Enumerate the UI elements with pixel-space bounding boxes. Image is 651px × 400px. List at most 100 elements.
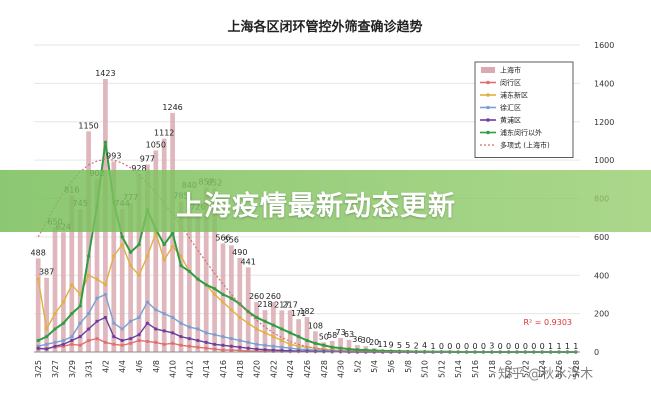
series-point [271,344,275,348]
bar-value-label: 2 [414,342,419,351]
series-point [162,329,166,333]
series-point [145,321,149,325]
series-point [196,277,200,281]
series-point [61,342,65,346]
series-point [179,254,183,258]
series-point [196,338,200,343]
bar [61,232,66,352]
series-point [196,345,200,349]
x-tick-label: 3/31 [85,360,94,378]
bar-value-label: 11 [378,340,388,349]
series-point [137,273,141,277]
series-point [313,341,317,345]
legend-swatch-point [486,80,490,85]
series-point [120,235,124,239]
series-point [154,327,158,331]
x-tick-label: 5/6 [387,360,396,373]
series-point [263,348,267,352]
series-point [70,312,74,316]
series-point [238,315,242,320]
x-tick-label: 4/26 [303,360,312,378]
series-point [271,323,275,327]
series-point [70,342,74,346]
bar-value-label: 441 [241,257,256,266]
bar-value-label: 182 [299,307,314,316]
bar [287,310,293,352]
bar [203,187,209,352]
legend-label: 浦东新区 [500,91,528,100]
bar [69,195,75,352]
bar-value-label: 0 [456,342,461,351]
axes: 020040060080010001200140016003/253/273/2… [34,41,614,378]
series-point [137,315,141,320]
series-point [213,292,217,297]
bar [313,331,318,352]
series-point [162,312,166,316]
series-point [95,336,99,341]
series-point [171,231,175,235]
series-point [288,342,292,346]
legend-swatch [481,67,495,73]
bar [338,337,343,352]
legend-label: 上海市 [500,66,521,75]
series-point [179,335,183,339]
x-tick-label: 5/24 [538,360,547,378]
bar-value-label: 3 [489,341,494,350]
series-point [36,346,40,350]
bar-value-label: 171 [291,309,306,318]
r-squared-label: R² = 0.9303 [523,318,572,327]
bar-value-label: 928 [131,164,146,173]
bar [35,258,41,352]
series-point [297,335,301,339]
series-point [213,287,217,291]
bar [195,212,201,352]
bar-value-label: 5 [397,341,402,350]
series-point [45,347,49,351]
series-point [129,341,133,345]
series-point [45,327,49,331]
series-point [271,335,275,339]
x-tick-label: 5/12 [437,360,446,378]
y-tick-label: 200 [594,310,609,319]
series-point [204,331,208,335]
series-point [221,343,225,347]
headline-banner: 上海疫情最新动态更新 [0,170,651,232]
series-point [280,338,284,343]
series-point [103,292,107,297]
series-point [103,315,107,320]
x-tick-label: 3/25 [34,360,43,378]
series-point [204,346,208,350]
x-tick-label: 4/10 [169,360,178,378]
bar-value-label: 1050 [146,141,166,150]
series-point [87,312,91,316]
y-tick-label: 600 [594,233,609,242]
series-point [255,342,259,346]
bar [153,150,159,352]
bar [178,201,184,352]
x-tick-label: 3/27 [51,360,60,378]
x-tick-label: 4/14 [202,360,211,378]
series-point [137,242,141,247]
series-point [120,242,124,247]
series-point [112,335,116,339]
bar-value-label: 977 [140,155,155,164]
series-point [103,340,107,345]
series-point [154,340,158,345]
series-point [213,347,217,351]
series-point [145,339,149,344]
series-point [78,335,82,339]
series-point [171,331,175,335]
series-point [95,296,99,300]
series-point [129,250,133,254]
bar [128,202,133,352]
legend-swatch-point [486,93,490,97]
x-tick-label: 5/18 [488,360,497,378]
series-point [187,269,191,274]
y-tick-label: 1000 [594,156,614,165]
x-tick-label: 5/16 [471,360,480,378]
bar-value-label: 9 [388,340,393,349]
bar [145,164,150,352]
bar-value-label: 566 [215,233,230,242]
series-point [36,277,40,281]
series-point [120,327,124,331]
